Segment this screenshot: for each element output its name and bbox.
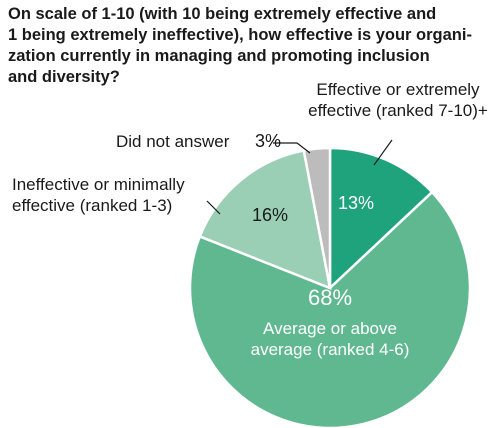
pie-slice (328, 146, 434, 291)
leader-line (206, 200, 221, 215)
title-line: zation currently in managing and promoti… (8, 47, 430, 65)
value-label: 13% (338, 193, 374, 213)
chart-title: On scale of 1-10 (with 10 being extremel… (8, 4, 496, 88)
category-label: Average or above average (ranked 4-6) (251, 319, 410, 359)
pie-slice (188, 190, 472, 428)
leader-line (273, 142, 311, 154)
value-label: 16% (252, 205, 288, 225)
pie-slice (198, 149, 332, 290)
title-line: 1 being extremely ineffective), how effe… (8, 26, 472, 44)
title-line: On scale of 1-10 (with 10 being extremel… (8, 5, 437, 23)
leader-line (373, 139, 393, 166)
category-label: Effective or extremely effective (ranked … (308, 80, 488, 120)
value-label: 3% (255, 131, 281, 151)
category-label: Ineffective or minimally effective (ranke… (12, 175, 185, 215)
title-line: and diversity? (8, 68, 120, 86)
value-label: 68% (308, 285, 352, 310)
category-label: Did not answer (116, 132, 230, 151)
pie-slice (302, 146, 332, 289)
